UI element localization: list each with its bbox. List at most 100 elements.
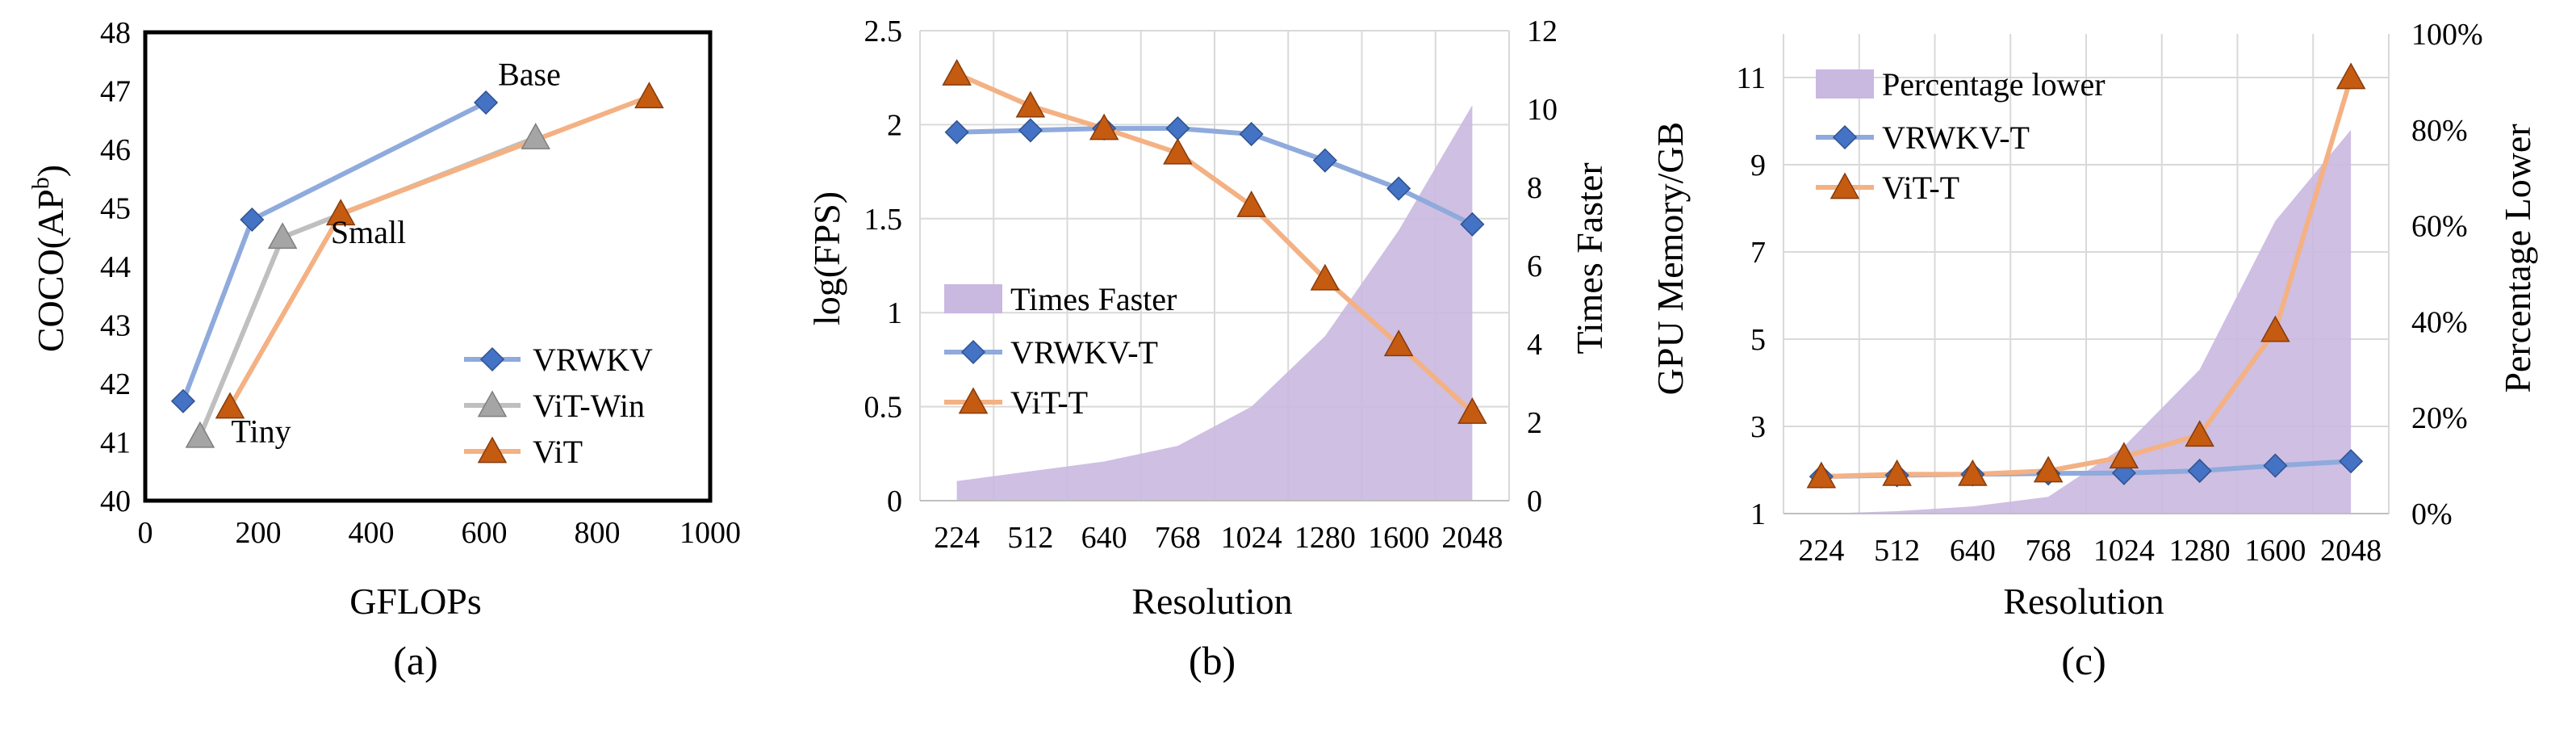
chart-b-caption: (b) [1189,638,1236,683]
chart-a-frame [143,30,713,503]
chart-b-y-tick-label: 2 [887,108,902,142]
chart-c-x-tick-label: 224 [1798,534,1844,568]
chart-b-y-tick-label: 0 [887,485,902,518]
chart-c-y2-axis-label: Percentage Lower [2497,124,2538,392]
chart-b-point-vrwkv-t [1165,115,1190,141]
chart-a-y-tick-label: 40 [100,485,131,518]
chart-c-x-tick-label: 512 [1874,534,1920,568]
chart-c-y2-tick-label: 20% [2411,401,2468,435]
chart-a-x-tick-label: 600 [462,516,508,550]
chart-a-legend: VRWKV ViT-Win ViT [464,342,653,470]
chart-b-point-vrwkv-t [1018,118,1043,143]
chart-a-x-tick-label: 200 [236,516,282,550]
chart-c-legend-label-percentage-lower: Percentage lower [1882,66,2106,103]
chart-b-y2-tick-label: 10 [1527,93,1558,127]
chart-a-gflops-vs-coco: 0 200 400 600 800 1000 40 41 42 43 44 45 46 47 48 Base… [27,16,741,683]
chart-b-point-vit-t [1163,137,1193,165]
chart-a-legend-marker-vit [477,436,508,464]
chart-b-point-vit-t [1236,190,1266,217]
chart-b-point-vit-t [1383,329,1414,357]
chart-a-legend-label-vit-win: ViT-Win [533,388,645,424]
chart-b-x-tick-label: 768 [1155,521,1201,555]
chart-a-point-vit-win [521,122,550,149]
chart-c-x-tick-label: 1280 [2169,534,2231,568]
chart-c-legend-marker-vrwkv-t [1832,124,1858,150]
chart-b-point-vit-t [1310,263,1340,291]
chart-c-line-vit-t [1821,77,2353,480]
chart-c-x-tick-label: 1024 [2093,534,2155,568]
chart-c-legend-swatch-percentage-lower [1816,69,1874,99]
chart-a-point-vrwkv [170,388,195,413]
chart-a-y-tick-label: 44 [100,250,131,284]
chart-c-y2-tick-label: 60% [2411,210,2468,244]
chart-a-point-vrwkv [240,207,265,233]
chart-b-point-vrwkv-t [1312,148,1337,173]
chart-c-legend-label-vit-t: ViT-T [1882,170,1959,206]
chart-a-point-vit [634,82,664,109]
chart-c-y2-tick-label: 40% [2411,305,2468,339]
chart-c-x-tick-label: 1600 [2244,534,2306,568]
chart-a-point-vit-win [267,222,298,250]
chart-c-point-vit-t [2336,62,2366,90]
chart-a-legend-marker-vrwkv [479,346,505,372]
chart-a-x-tick-label: 400 [349,516,395,550]
chart-c-y-axis-label: GPU Memory/GB [1650,122,1691,396]
chart-b-x-axis-label: Resolution [1131,581,1292,622]
chart-c-legend-label-vrwkv-t: VRWKV-T [1882,120,2030,156]
chart-b-x-tick-label: 640 [1081,521,1127,555]
chart-c-point-vit-t [2109,442,2139,469]
chart-c-x-axis-label: Resolution [2003,581,2164,622]
chart-b-y-axis-label: log(FPS) [806,191,847,325]
chart-a-point-vit-win [185,421,215,448]
chart-c-resolution-vs-memory: 224 512 640 768 1024 1280 1600 2048 1 3 5 7 9 11 0% 20%… [1650,18,2538,683]
chart-a-annotation-tiny: Tiny [231,413,291,450]
chart-a-legend-label-vrwkv: VRWKV [533,342,653,378]
chart-b-ticks: 224 512 640 768 1024 1280 1600 204800.511.522.5… [864,15,1558,555]
chart-c-point-vit-t [2185,420,2214,447]
chart-b-series [942,58,1487,424]
chart-c-point-vrwkv-t [2339,449,2364,474]
chart-c-y-tick-label: 5 [1750,323,1766,357]
chart-c-y-tick-label: 9 [1750,149,1766,182]
chart-a-annotations: Base Small Tiny [231,56,560,449]
chart-b-y2-tick-label: 2 [1527,406,1542,440]
chart-c-point-vit-t [2260,315,2290,342]
chart-a-y-axis-label-close: ) [30,165,71,177]
chart-b-legend-label-vrwkv-t: VRWKV-T [1010,334,1158,371]
chart-a-x-tick-label: 800 [575,516,621,550]
chart-b-y2-tick-label: 12 [1527,15,1558,48]
chart-c-caption: (c) [2061,638,2106,683]
chart-b-legend-label-vit-t: ViT-T [1010,384,1088,421]
chart-b-line-vit-t [956,71,1474,414]
chart-b-legend-marker-vrwkv-t [960,339,986,365]
chart-b-point-vit-t [1015,90,1046,118]
chart-a-legend-marker-vit-win [477,390,508,417]
chart-c-y2-tick-label: 0% [2411,497,2453,531]
chart-c-point-vit-t [2033,455,2064,483]
chart-c-x-tick-label: 768 [2026,534,2072,568]
chart-b-point-vit-t [1089,113,1119,141]
chart-b-legend-label-times-faster: Times Faster [1010,281,1177,317]
chart-c-y-tick-label: 7 [1750,236,1766,270]
chart-a-line-vrwkv [181,100,487,402]
chart-a-x-axis-label: GFLOPs [349,581,482,622]
chart-c-legend-marker-vit-t [1830,172,1860,199]
chart-b-x-tick-label: 1024 [1221,521,1282,555]
chart-b-point-vit-t [942,58,972,86]
chart-a-y-tick-label: 46 [100,133,131,167]
chart-a-y-axis-label-sup: b [27,177,54,189]
chart-c-point-vit-t [1882,459,1912,486]
chart-b-x-tick-label: 224 [934,521,980,555]
chart-c-point-vrwkv-t [2187,459,2212,484]
chart-a-y-tick-label: 43 [100,309,131,343]
chart-c-point-vrwkv-t [2263,453,2288,478]
chart-a-annotation-small: Small [331,214,406,250]
chart-a-plot-border [143,30,713,503]
chart-a-point-vit [325,199,356,226]
chart-b-x-tick-label: 1600 [1368,521,1429,555]
chart-a-point-vit [215,392,245,419]
chart-b-y-tick-label: 2.5 [864,15,903,48]
chart-c-y2-tick-label: 100% [2411,18,2483,52]
chart-b-point-vrwkv-t [1386,176,1411,201]
